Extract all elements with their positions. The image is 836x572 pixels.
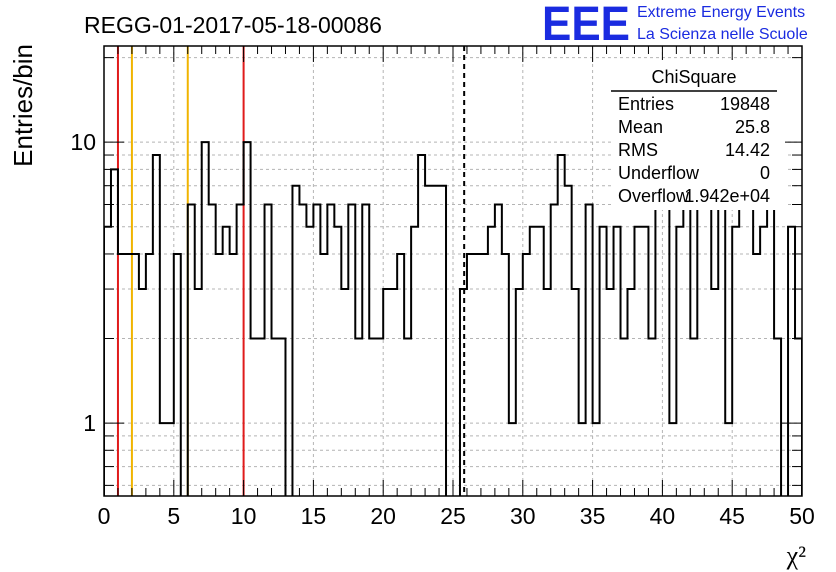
- x-tick-label: 25: [440, 503, 466, 529]
- x-tick-label: 45: [719, 503, 745, 529]
- x-tick-label: 35: [580, 503, 606, 529]
- eee-logo: EEE Extreme Energy Events La Scienza nel…: [542, 0, 808, 51]
- y-tick-label: 1: [83, 410, 96, 436]
- stats-rows: Entries 19848 Mean 25.8 RMS 14.42 Underflow 0 Ov…: [618, 94, 770, 206]
- stats-label: Underflow: [618, 163, 700, 183]
- x-tick-label: 15: [301, 503, 327, 529]
- stats-box-background: [611, 60, 785, 210]
- y-tick-label: 10: [70, 129, 96, 155]
- stats-box-title: ChiSquare: [651, 67, 736, 87]
- histogram-outline: [104, 118, 802, 496]
- eee-logo-text: EEE: [542, 0, 630, 51]
- stats-label: Entries: [618, 94, 674, 114]
- x-tick-labels: 0 5 10 15 20 25 30 35 40 45 50: [98, 503, 815, 529]
- x-axis-label: χ²: [786, 541, 807, 570]
- x-tick-label: 40: [650, 503, 676, 529]
- y-axis-label: Entries/bin: [8, 44, 38, 167]
- x-tick-label: 30: [510, 503, 536, 529]
- y-tick-labels: 1 10: [70, 129, 96, 436]
- axis-ticks: [103, 46, 803, 496]
- stats-value: 0: [760, 163, 770, 183]
- stats-label: RMS: [618, 140, 658, 160]
- stats-value: 25.8: [735, 117, 770, 137]
- stats-box: ChiSquare Entries 19848 Mean 25.8 RMS 14.42 Un…: [611, 60, 785, 210]
- x-tick-label: 5: [167, 503, 180, 529]
- x-tick-label: 20: [370, 503, 396, 529]
- x-tick-label: 0: [98, 503, 111, 529]
- stats-value: 19848: [720, 94, 770, 114]
- stats-value: 14.42: [725, 140, 770, 160]
- grid: [104, 46, 802, 496]
- stats-label: Overflow: [618, 186, 690, 206]
- stats-value: 1.942e+04: [684, 186, 770, 206]
- eee-subtitle-line-1: Extreme Energy Events: [637, 4, 805, 21]
- stats-label: Mean: [618, 117, 663, 137]
- x-tick-label: 50: [789, 503, 815, 529]
- reference-lines: [116, 46, 466, 496]
- chart-title: REGG-01-2017-05-18-00086: [84, 12, 382, 38]
- x-tick-label: 10: [231, 503, 257, 529]
- eee-subtitle-line-2: La Scienza nelle Scuole: [637, 26, 808, 43]
